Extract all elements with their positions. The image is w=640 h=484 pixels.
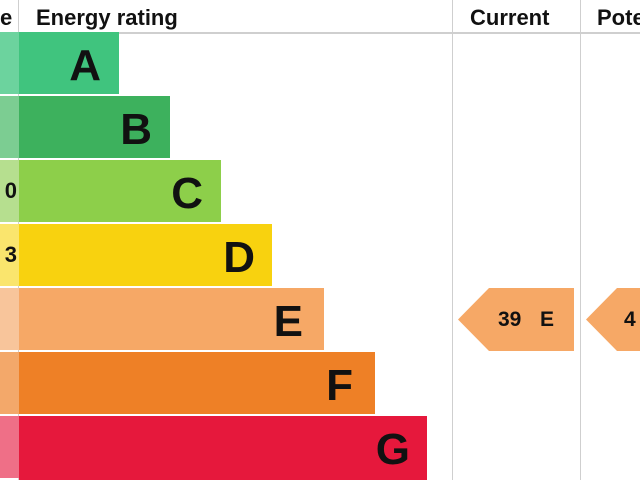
band-letter: D [223,233,255,282]
score-band-c: 0 [0,160,19,222]
band-letter: C [171,169,203,218]
current-rating-value: 39 [498,308,522,331]
band-letter: F [326,361,353,410]
potential-header: Pote [597,5,640,30]
band-f: F [19,352,375,414]
column-divider-potential [580,0,581,480]
band-a: A [19,32,119,94]
current-rating-letter: E [540,308,555,331]
score-band-d: 3 [0,224,19,286]
header-divider [0,32,640,34]
band-b: B [19,96,170,158]
potential-rating-arrow: 4 [586,288,640,351]
current-header: Current [470,5,550,30]
arrow-shape [586,288,640,351]
band-letter: A [69,41,101,90]
band-letter: B [120,105,152,154]
band-c: C [19,160,221,222]
band-letter: G [375,425,410,474]
score-band-f [0,352,19,414]
score-band-label: 0 [4,178,17,203]
score-band-e [0,288,19,350]
band-letter: E [273,297,303,346]
score-band-g [0,416,19,478]
potential-rating-value: 4 [624,308,636,331]
arrow-shape [458,288,574,351]
band-d: D [19,224,272,286]
band-e: E [19,288,324,350]
current-rating-arrow: 39 E [458,288,574,351]
column-divider-current [452,0,453,480]
score-band-b [0,96,19,158]
score-column-header: e [0,5,13,30]
energy-rating-header: Energy rating [36,5,178,30]
score-band-a [0,32,19,94]
band-g: G [19,416,427,480]
score-band-label: 3 [4,242,17,267]
